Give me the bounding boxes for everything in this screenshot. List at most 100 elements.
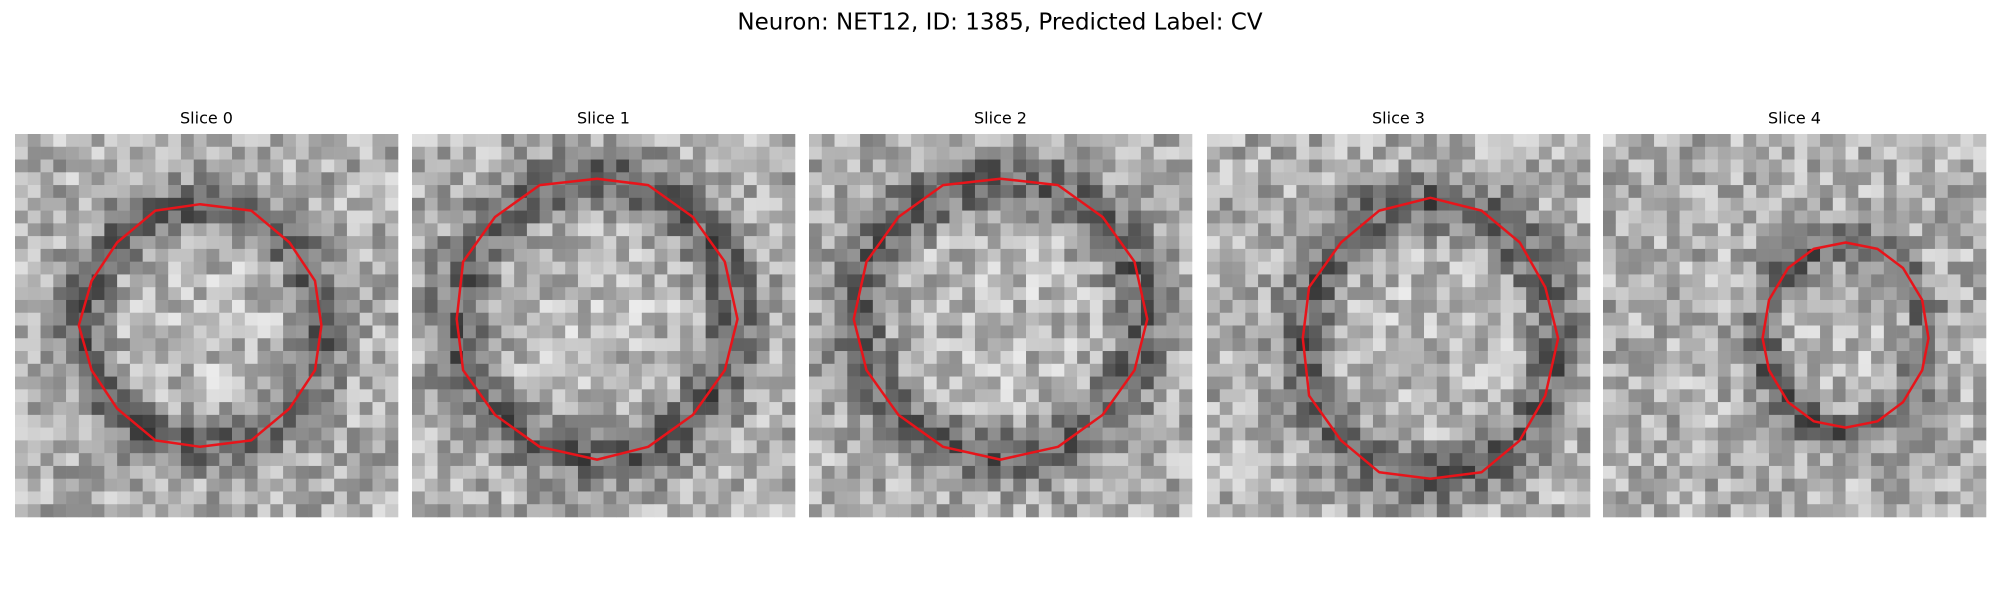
pixel [616, 197, 630, 211]
pixel [1166, 402, 1180, 416]
pixel [1283, 159, 1297, 173]
pixel [1896, 287, 1910, 301]
pixel [847, 134, 861, 148]
pixel [1309, 236, 1323, 250]
pixel [1115, 491, 1129, 505]
pixel [872, 261, 886, 275]
pixel [257, 197, 271, 211]
pixel [1832, 248, 1846, 262]
pixel [1411, 402, 1425, 416]
pixel [1666, 197, 1680, 211]
pixel [412, 389, 426, 403]
pixel [1000, 312, 1014, 326]
pixel [821, 172, 835, 186]
pixel [1807, 274, 1821, 288]
pixel [1487, 389, 1501, 403]
pixel [437, 325, 451, 339]
pixel [1845, 491, 1859, 505]
pixel [308, 376, 322, 390]
pixel [641, 172, 655, 186]
pixel [1577, 261, 1591, 275]
pixel [1372, 274, 1387, 288]
pixel [1449, 146, 1463, 160]
pixel [283, 287, 297, 301]
pixel [206, 491, 220, 505]
pixel [372, 210, 386, 224]
pixel [1000, 402, 1014, 416]
pixel [168, 325, 182, 339]
pixel [463, 453, 477, 467]
pixel [1270, 274, 1284, 288]
pixel [1064, 465, 1078, 479]
pixel [40, 351, 54, 365]
pixel [616, 504, 630, 518]
pixel [1628, 414, 1642, 428]
pixel [577, 223, 592, 237]
pixel [616, 274, 630, 288]
pixel [1807, 210, 1821, 224]
pixel [219, 491, 233, 505]
pixel [603, 210, 617, 224]
pixel [1730, 146, 1744, 160]
pixel [974, 478, 989, 492]
pixel [475, 414, 489, 428]
pixel [667, 402, 681, 416]
pixel [1564, 351, 1578, 365]
pixel [1947, 146, 1961, 160]
pixel [1462, 504, 1476, 518]
pixel [1166, 261, 1180, 275]
pixel [629, 134, 643, 148]
pixel [1115, 210, 1129, 224]
pixel [974, 210, 989, 224]
pixel [1372, 363, 1387, 377]
pixel [539, 312, 553, 326]
pixel [1436, 236, 1450, 250]
pixel [1692, 465, 1706, 479]
pixel [334, 453, 348, 467]
pixel [1207, 414, 1221, 428]
pixel [1411, 389, 1425, 403]
pixel [1666, 402, 1680, 416]
pixel [898, 274, 912, 288]
pixel [412, 197, 426, 211]
pixel [1883, 197, 1897, 211]
pixel [1756, 504, 1770, 518]
pixel [385, 172, 399, 186]
pixel [718, 325, 732, 339]
pixel [206, 389, 220, 403]
pixel [1820, 402, 1834, 416]
pixel [1077, 338, 1091, 352]
pixel [962, 210, 976, 224]
pixel [860, 134, 874, 148]
pixel [424, 427, 438, 441]
pixel [974, 389, 989, 403]
pixel [1487, 172, 1501, 186]
pixel [168, 465, 182, 479]
pixel [206, 376, 220, 390]
pixel [27, 351, 41, 365]
pixel [1385, 351, 1399, 365]
pixel [860, 427, 874, 441]
pixel [117, 185, 131, 199]
pixel [142, 351, 156, 365]
pixel [219, 134, 233, 148]
pixel [565, 197, 579, 211]
pixel [346, 491, 360, 505]
pixel [1013, 287, 1027, 301]
pixel [1871, 146, 1885, 160]
pixel [1730, 414, 1744, 428]
pixel [155, 261, 169, 275]
pixel [308, 248, 322, 262]
pixel [129, 402, 143, 416]
pixel [1538, 351, 1552, 365]
pixel [1960, 325, 1974, 339]
pixel [1705, 159, 1719, 173]
pixel [577, 389, 592, 403]
pixel [475, 248, 489, 262]
pixel [821, 465, 835, 479]
pixel [565, 427, 579, 441]
pixel [962, 287, 976, 301]
pixel [180, 389, 195, 403]
pixel [1845, 299, 1859, 314]
pixel [1000, 223, 1014, 237]
